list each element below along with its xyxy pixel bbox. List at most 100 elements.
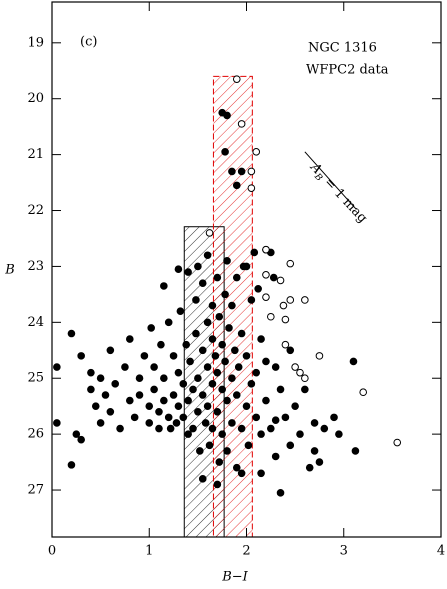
filled-point (150, 385, 158, 394)
filled-point (232, 181, 241, 190)
y-tick-label: 21 (27, 147, 44, 162)
filled-point (223, 111, 231, 120)
open-point (279, 301, 288, 310)
y-tick-label: 19 (27, 35, 44, 50)
filled-point (310, 419, 319, 427)
filled-point (213, 480, 222, 489)
filled-point (135, 374, 144, 383)
reddening-label: AB = 1 mag (305, 159, 370, 227)
filled-point (174, 368, 183, 377)
filled-point (145, 402, 154, 410)
filled-point (184, 430, 192, 438)
filled-point (257, 469, 265, 478)
filled-point (301, 385, 309, 394)
filled-point (198, 346, 207, 355)
filled-point (174, 265, 183, 274)
filled-point (160, 282, 168, 290)
y-axis-label: B (4, 263, 15, 278)
filled-point (262, 357, 270, 366)
filled-point (232, 273, 241, 282)
filled-point (164, 413, 173, 422)
filled-point (281, 413, 290, 422)
filled-point (267, 424, 275, 433)
filled-point (53, 363, 61, 371)
points (53, 75, 402, 497)
open-point (276, 276, 285, 285)
x-axis-label: B−I (221, 570, 248, 585)
open-point (267, 312, 275, 321)
filled-point (291, 402, 299, 410)
filled-point (218, 430, 226, 438)
open-point (291, 363, 299, 371)
filled-point (203, 402, 212, 410)
filled-point (254, 284, 262, 293)
filled-point (257, 430, 265, 438)
filled-point (155, 407, 163, 416)
filled-point (198, 391, 207, 399)
filled-point (276, 489, 285, 497)
panel-label: (c) (80, 35, 97, 50)
filled-point (176, 307, 185, 315)
filled-point (169, 391, 178, 399)
x-tick-label: 1 (145, 544, 153, 559)
open-point (262, 271, 270, 279)
filled-point (215, 458, 224, 466)
filled-point (257, 335, 265, 343)
filled-point (320, 424, 329, 433)
open-point (315, 352, 324, 360)
filled-point (232, 391, 241, 399)
filled-point (262, 396, 270, 405)
filled-point (135, 391, 144, 399)
filled-point (305, 463, 314, 472)
filled-point (330, 413, 338, 422)
open-point (247, 167, 256, 176)
filled-point (77, 352, 85, 360)
open-point (286, 296, 295, 304)
open-point (393, 438, 402, 447)
filled-point (77, 435, 85, 444)
open-point (252, 148, 261, 156)
filled-point (208, 335, 217, 343)
filled-point (208, 424, 217, 433)
filled-point (203, 363, 212, 371)
filled-point (145, 419, 154, 427)
filled-point (194, 374, 202, 383)
filled-point (213, 368, 222, 377)
filled-point (160, 396, 168, 405)
filled-point (223, 447, 231, 455)
filled-point (106, 346, 115, 355)
filled-point (237, 424, 246, 433)
filled-point (179, 380, 188, 388)
filled-point (67, 329, 76, 338)
filled-point (208, 301, 217, 310)
filled-point (228, 167, 236, 176)
filled-point (184, 396, 192, 405)
filled-point (218, 340, 226, 349)
reddening-label-rest: = 1 mag (318, 172, 370, 226)
filled-point (286, 346, 295, 355)
filled-point (242, 262, 251, 271)
filled-point (198, 279, 207, 287)
x-tick-label: 2 (242, 544, 250, 559)
filled-point (247, 296, 256, 304)
filled-point (53, 419, 61, 427)
filled-point (179, 413, 188, 422)
y-tick-label: 23 (27, 259, 44, 274)
filled-point (237, 329, 246, 338)
filled-point (310, 447, 319, 455)
filled-point (221, 357, 229, 366)
filled-point (223, 257, 231, 265)
filled-point (335, 430, 343, 438)
filled-point (232, 463, 241, 472)
filled-point (213, 273, 222, 282)
filled-point (166, 424, 175, 433)
filled-point (225, 324, 233, 332)
filled-point (296, 430, 304, 438)
filled-point (250, 248, 259, 257)
filled-point (231, 346, 239, 355)
filled-point (203, 318, 212, 327)
filled-point (157, 340, 165, 349)
filled-point (174, 402, 183, 410)
filled-point (237, 167, 246, 176)
filled-point (155, 424, 163, 433)
